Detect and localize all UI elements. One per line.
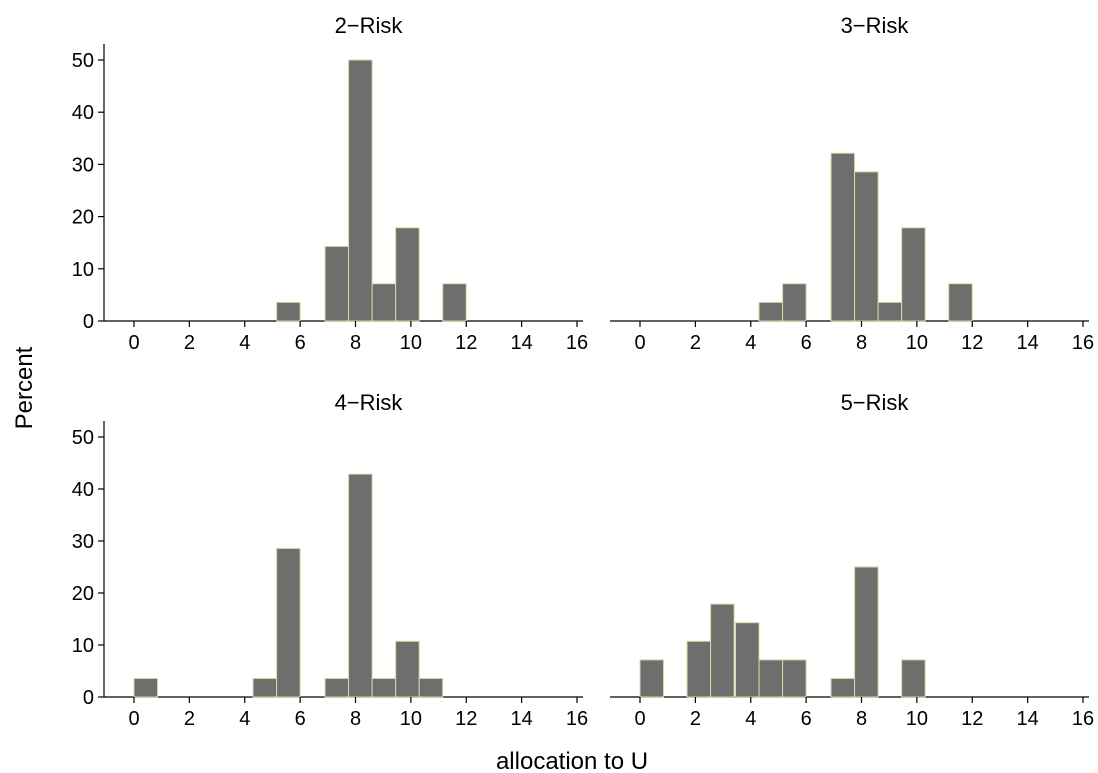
histogram-bar <box>324 677 350 698</box>
histogram-bar <box>948 283 973 322</box>
x-tick-label: 0 <box>634 332 645 354</box>
histogram-bar <box>371 283 397 322</box>
histogram-bar <box>854 566 879 698</box>
y-tick-label: 40 <box>72 102 94 124</box>
y-tick-label: 20 <box>72 207 94 229</box>
x-tick-label: 4 <box>745 332 756 354</box>
panel-title: 3−Risk <box>841 13 910 38</box>
x-tick-label: 12 <box>961 332 983 354</box>
x-tick-label: 14 <box>511 332 533 354</box>
x-tick-label: 4 <box>239 708 250 730</box>
x-tick-label: 12 <box>455 332 477 354</box>
x-tick-label: 14 <box>1017 332 1039 354</box>
x-tick-label: 10 <box>400 332 422 354</box>
histogram-bar <box>324 245 350 322</box>
y-tick-label: 10 <box>72 259 94 281</box>
histogram-bar <box>395 227 420 322</box>
y-tick-label: 0 <box>83 311 94 333</box>
x-tick-label: 12 <box>455 708 477 730</box>
x-tick-label: 14 <box>1017 708 1039 730</box>
x-tick-label: 16 <box>1072 708 1094 730</box>
x-tick-label: 8 <box>350 332 361 354</box>
histogram-bar <box>830 152 856 322</box>
x-tick-label: 16 <box>1072 332 1094 354</box>
y-tick-label: 30 <box>72 531 94 553</box>
panel-title: 2−Risk <box>335 13 404 38</box>
x-tick-label: 12 <box>961 708 983 730</box>
histogram-bar <box>710 603 735 698</box>
x-tick-label: 6 <box>801 332 812 354</box>
y-tick-label: 40 <box>72 479 94 501</box>
x-tick-label: 6 <box>295 332 306 354</box>
histogram-bar <box>782 659 807 698</box>
histogram-bar <box>758 659 784 698</box>
histogram-bar <box>901 227 926 322</box>
x-tick-label: 4 <box>239 332 250 354</box>
histogram-bar <box>877 301 903 322</box>
y-tick-label: 10 <box>72 635 94 657</box>
histogram-bar <box>395 640 420 698</box>
x-tick-label: 2 <box>184 332 195 354</box>
x-tick-label: 8 <box>350 708 361 730</box>
panel-4: 5−Risk 0 2 4 6 8 10 12 14 16 <box>610 390 1094 730</box>
histogram-bar <box>758 301 784 322</box>
x-tick-label: 6 <box>801 708 812 730</box>
histogram-bar <box>639 659 665 698</box>
histogram-bar <box>735 622 760 698</box>
x-tick-label: 2 <box>690 332 701 354</box>
x-tick-label: 0 <box>128 708 139 730</box>
histogram-bar <box>252 677 278 698</box>
histogram-bar <box>901 659 926 698</box>
histogram-bar <box>830 677 856 698</box>
x-tick-label: 10 <box>400 708 422 730</box>
panel-title: 5−Risk <box>841 390 910 415</box>
x-tick-label: 0 <box>634 708 645 730</box>
y-axis-label: Percent <box>11 346 38 429</box>
x-tick-label: 6 <box>295 708 306 730</box>
panel-2: 3−Risk 0 2 4 6 8 10 12 14 16 <box>610 13 1094 354</box>
y-tick-label: 50 <box>72 427 94 449</box>
panel-3: 4−Risk 0 10 20 30 40 50 0 2 4 6 8 10 12 14 16 <box>72 390 588 730</box>
y-tick-label: 50 <box>72 50 94 72</box>
x-tick-label: 16 <box>566 332 588 354</box>
y-tick-label: 0 <box>83 687 94 709</box>
x-tick-label: 0 <box>128 332 139 354</box>
x-tick-label: 8 <box>856 332 867 354</box>
histogram-bar <box>133 677 159 698</box>
y-tick-label: 30 <box>72 154 94 176</box>
x-tick-label: 4 <box>745 708 756 730</box>
histogram-bar <box>782 283 807 322</box>
x-tick-label: 10 <box>906 332 928 354</box>
y-tick-label: 20 <box>72 583 94 605</box>
panel-title: 4−Risk <box>335 390 404 415</box>
histogram-bar <box>276 547 301 698</box>
histogram-bar <box>371 677 397 698</box>
histogram-bar <box>418 677 444 698</box>
x-axis-label: allocation to U <box>496 748 648 773</box>
histogram-bar <box>348 473 373 698</box>
histogram-bar <box>854 171 879 322</box>
x-tick-label: 2 <box>184 708 195 730</box>
histogram-bar <box>442 283 467 322</box>
histogram-bar <box>276 301 301 322</box>
x-tick-label: 8 <box>856 708 867 730</box>
histogram-bar <box>686 640 712 698</box>
x-tick-label: 10 <box>906 708 928 730</box>
x-tick-label: 2 <box>690 708 701 730</box>
x-tick-label: 14 <box>511 708 533 730</box>
panel-1: 2−Risk 0 10 20 30 40 50 0 2 4 6 8 10 12 14 16 <box>72 13 588 354</box>
x-tick-label: 16 <box>566 708 588 730</box>
histogram-bar <box>348 59 373 322</box>
